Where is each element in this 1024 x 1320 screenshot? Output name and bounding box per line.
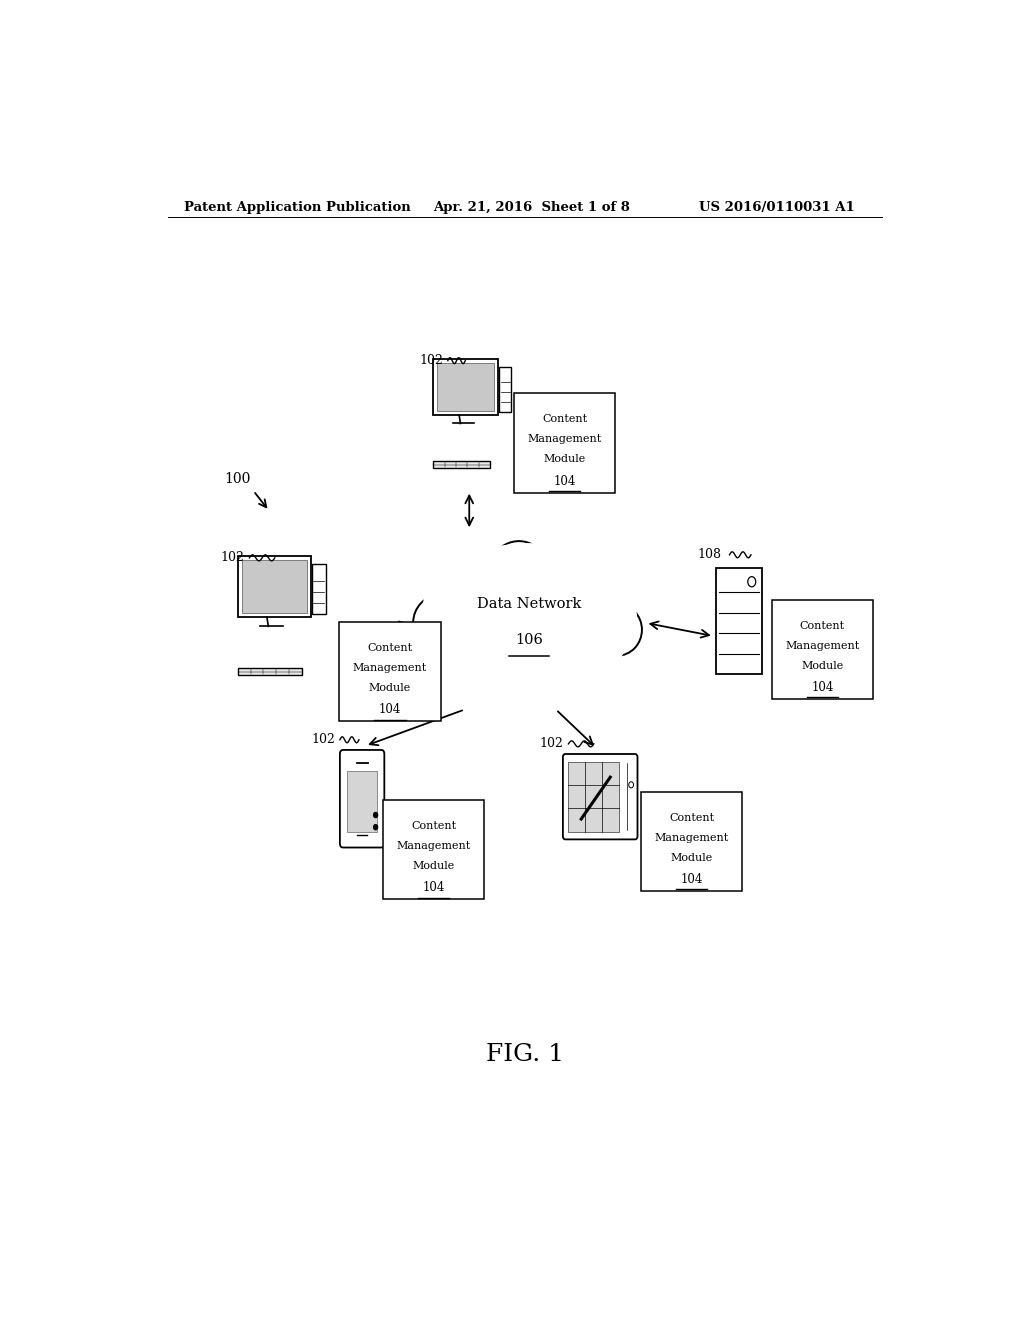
Text: FIG. 1: FIG. 1 bbox=[485, 1043, 564, 1067]
Text: Patent Application Publication: Patent Application Publication bbox=[183, 201, 411, 214]
Bar bbox=[383, 800, 484, 899]
Bar bbox=[514, 393, 615, 492]
Text: Content: Content bbox=[800, 620, 845, 631]
FancyBboxPatch shape bbox=[563, 754, 638, 840]
Text: 104: 104 bbox=[680, 873, 702, 886]
Ellipse shape bbox=[421, 543, 637, 693]
Ellipse shape bbox=[413, 595, 467, 651]
Text: 108: 108 bbox=[697, 548, 722, 561]
Bar bbox=[716, 568, 762, 675]
Bar bbox=[641, 792, 742, 891]
Text: US 2016/0110031 A1: US 2016/0110031 A1 bbox=[699, 201, 855, 214]
Ellipse shape bbox=[593, 603, 642, 656]
Text: Module: Module bbox=[671, 853, 713, 863]
Text: Apr. 21, 2016  Sheet 1 of 8: Apr. 21, 2016 Sheet 1 of 8 bbox=[433, 201, 631, 214]
Bar bbox=[568, 762, 620, 832]
Circle shape bbox=[374, 812, 378, 817]
Text: 102: 102 bbox=[540, 738, 563, 750]
Bar bbox=[347, 771, 377, 832]
Bar bbox=[242, 560, 306, 612]
Text: 102: 102 bbox=[419, 354, 443, 367]
Text: Management: Management bbox=[396, 841, 471, 851]
Text: Management: Management bbox=[785, 640, 859, 651]
Text: Content: Content bbox=[368, 643, 413, 653]
Ellipse shape bbox=[534, 554, 593, 626]
Text: Content: Content bbox=[542, 414, 587, 425]
Text: Management: Management bbox=[654, 833, 729, 842]
Text: Content: Content bbox=[411, 821, 456, 832]
Text: Management: Management bbox=[527, 434, 602, 445]
Bar bbox=[437, 363, 495, 412]
Text: 104: 104 bbox=[379, 704, 401, 717]
Ellipse shape bbox=[569, 583, 624, 643]
Bar bbox=[772, 599, 873, 700]
Text: 104: 104 bbox=[811, 681, 834, 694]
Text: 100: 100 bbox=[224, 471, 251, 486]
Text: 104: 104 bbox=[553, 474, 575, 487]
Text: Management: Management bbox=[352, 663, 427, 673]
Text: Module: Module bbox=[801, 660, 844, 671]
Text: 102: 102 bbox=[221, 552, 245, 565]
Ellipse shape bbox=[430, 603, 627, 673]
Text: 106: 106 bbox=[515, 634, 543, 647]
Text: 104: 104 bbox=[422, 880, 444, 894]
Text: Module: Module bbox=[413, 861, 455, 871]
Ellipse shape bbox=[484, 541, 553, 624]
Bar bbox=[311, 564, 326, 614]
Bar bbox=[238, 556, 310, 616]
Text: Module: Module bbox=[369, 682, 411, 693]
Ellipse shape bbox=[442, 565, 504, 640]
Text: Module: Module bbox=[544, 454, 586, 465]
Bar bbox=[499, 367, 511, 412]
Text: 102: 102 bbox=[311, 734, 335, 746]
Text: Data Network: Data Network bbox=[476, 597, 581, 611]
Bar bbox=[238, 668, 302, 676]
Bar bbox=[433, 359, 498, 414]
Bar bbox=[339, 622, 440, 722]
Text: Content: Content bbox=[669, 813, 714, 822]
FancyBboxPatch shape bbox=[340, 750, 384, 847]
Bar bbox=[433, 462, 490, 469]
Circle shape bbox=[374, 825, 378, 830]
